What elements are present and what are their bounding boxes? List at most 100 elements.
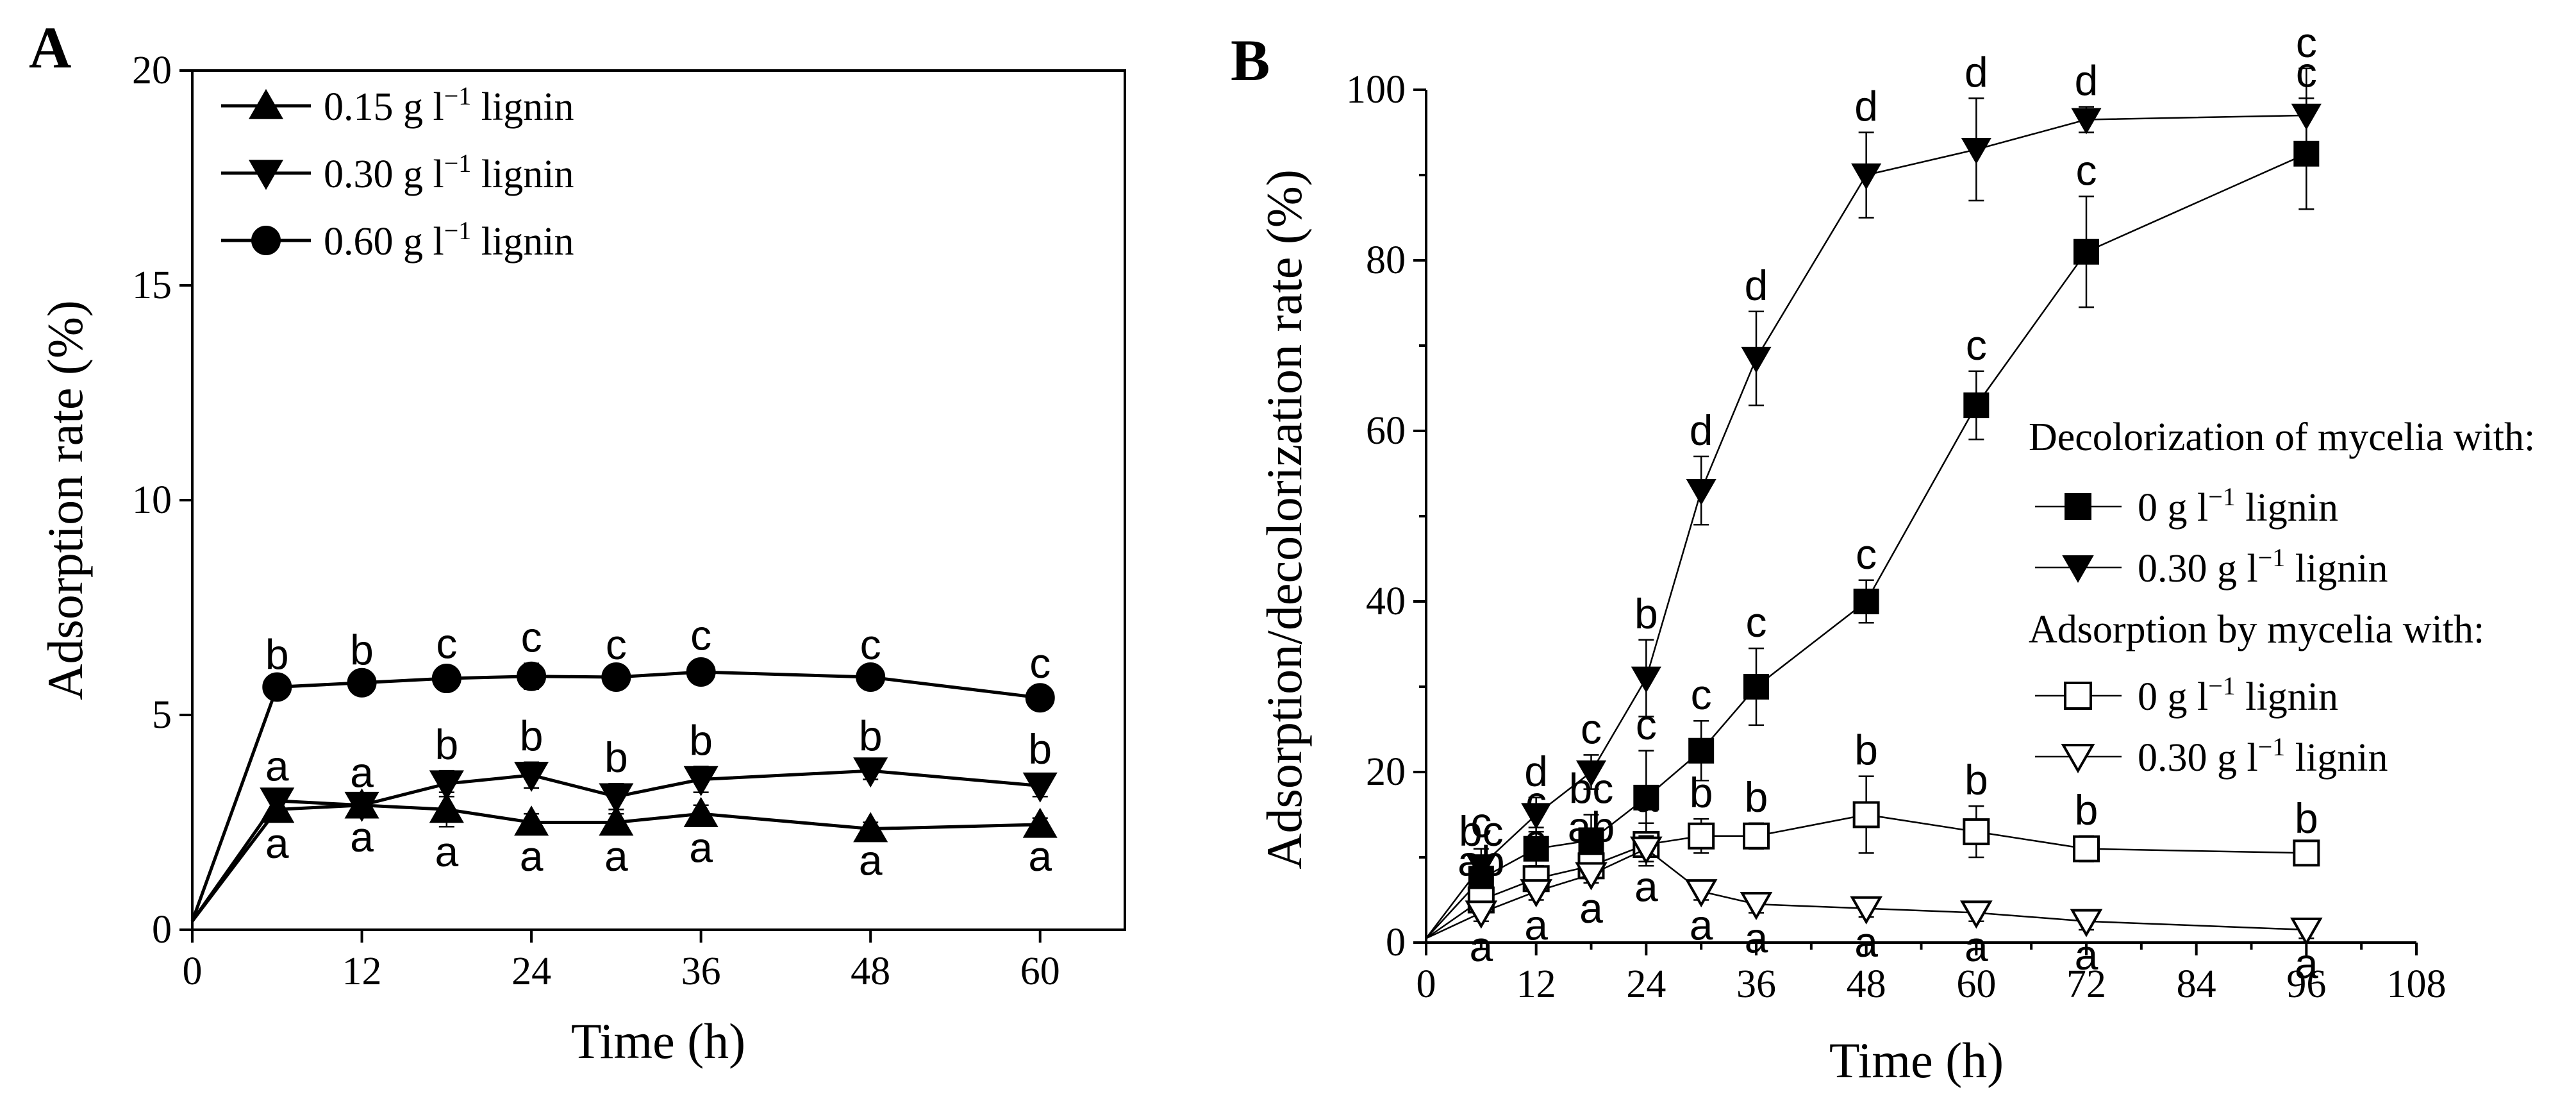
b-xtick-label: 0	[1417, 962, 1436, 1006]
legend-a-entry-2: 0.60 g l−1 lignin	[221, 216, 574, 264]
b-data-point	[1851, 163, 1882, 190]
legend-a-label-superscript: −1	[444, 81, 472, 110]
legend-a-label: 0.60 g l−1 lignin	[324, 216, 574, 264]
b-significance-letter: a	[1690, 902, 1713, 949]
a-data-point	[856, 662, 886, 693]
b-data-point	[1741, 346, 1772, 373]
panel-b-legend: Decolorization of mycelia with: 0 g l−1 l…	[2029, 416, 2535, 780]
a-significance-letter: a	[265, 743, 289, 790]
legend-a-label: 0.15 g l−1 lignin	[324, 81, 574, 129]
b-significance-letter: b	[2295, 794, 2318, 842]
b-data-point	[1575, 862, 1608, 891]
legend-a-entry-0: 0.15 g l−1 lignin	[221, 81, 574, 129]
a-data-point	[683, 796, 719, 827]
legend-a-label-superscript: −1	[444, 216, 472, 245]
b-significance-letter: a	[1965, 923, 1988, 970]
b-significance-letter: a	[1634, 863, 1658, 911]
a-significance-letter: a	[265, 819, 289, 867]
a-data-point	[853, 757, 888, 788]
b-data-point	[1961, 138, 1991, 165]
a-significance-letter: b	[265, 630, 289, 678]
b-data-point	[1850, 896, 1882, 925]
panel-a-ticks: 0 12 24 36 48 60 0 5 10 15 20	[132, 49, 1060, 993]
a-data-point	[517, 661, 547, 691]
b-significance-letter: c	[1856, 530, 1877, 578]
b-data-point	[2073, 835, 2100, 862]
a-significance-letter: a	[689, 824, 713, 871]
panel-a-plot: a a a a a a a aa ab b b b b bb b c c c c c c	[190, 611, 1058, 923]
a-data-point	[1025, 683, 1055, 713]
b-significance-letter: d	[1524, 748, 1548, 795]
panel-a-xlabel: Time (h)	[571, 1013, 745, 1069]
b-xtick-label: 48	[1847, 962, 1886, 1006]
b-significance-letter: d	[1745, 262, 1768, 309]
legend-b-label-suffix: lignin	[2236, 486, 2338, 530]
a-data-point	[853, 812, 888, 843]
a-significance-letter: b	[350, 626, 374, 674]
legend-b-label: 0 g l−1 lignin	[2138, 671, 2338, 719]
b-significance-letter: b	[2075, 786, 2098, 834]
b-significance-letter: c	[1581, 705, 1602, 752]
legend-a-marker	[248, 160, 284, 190]
legend-b-marker	[2061, 744, 2095, 774]
a-ytick-label: 20	[132, 49, 172, 92]
legend-a-marker	[248, 88, 284, 119]
legend-b-marker	[2062, 555, 2094, 584]
b-data-point	[1740, 892, 1773, 921]
a-data-point	[599, 783, 634, 814]
b-significance-letter: d	[1854, 83, 1878, 130]
a-data-point	[1022, 772, 1058, 803]
b-significance-letter: b	[1690, 769, 1713, 816]
b-data-point	[2291, 103, 2322, 130]
b-data-point	[1963, 818, 1990, 846]
legend-b-label-superscript: −1	[2208, 671, 2236, 700]
b-data-point	[1853, 589, 1879, 614]
a-significance-letter: a	[350, 749, 374, 796]
a-ytick-label: 15	[132, 264, 172, 307]
a-data-point	[1022, 807, 1058, 838]
a-series-1: a ab b b b b b	[190, 712, 1058, 923]
b-data-point	[1963, 392, 1990, 419]
b-xtick-label: 84	[2177, 962, 2216, 1006]
b-ytick-label: 20	[1366, 750, 1406, 794]
a-data-point	[599, 805, 634, 836]
legend-b-entry-2: 0 g l−1 lignin	[2035, 671, 2338, 719]
b-significance-letter: d	[1965, 48, 1988, 96]
b-significance-letter: a	[1524, 816, 1548, 863]
a-data-point	[431, 664, 461, 694]
legend-b-label: 0.30 g l−1 lignin	[2138, 732, 2388, 780]
a-data-point	[686, 657, 716, 687]
b-significance-letter: a	[2295, 939, 2318, 987]
a-xtick-label: 60	[1020, 950, 1060, 993]
legend-a-label-suffix: lignin	[471, 220, 574, 264]
b-data-point	[1960, 900, 1993, 929]
legend-b-label: 0.30 g l−1 lignin	[2138, 543, 2388, 591]
legend-b-entry-3: 0.30 g l−1 lignin	[2035, 732, 2388, 780]
b-significance-letter: c	[2296, 19, 2317, 66]
a-data-point	[429, 770, 464, 801]
b-significance-letter: b	[1745, 773, 1768, 821]
a-data-point	[514, 762, 549, 793]
legend-b-label-superscript: −1	[2258, 732, 2286, 761]
legend-a-entry-1: 0.30 g l−1 lignin	[221, 149, 574, 196]
b-data-point	[1686, 479, 1716, 506]
legend-b-marker	[2064, 682, 2092, 710]
panel-b-xlabel: Time (h)	[1829, 1032, 2004, 1088]
b-series-3: a a a aa a a a a a	[1425, 835, 2323, 987]
b-data-point	[1575, 760, 1607, 787]
b-data-point	[2070, 909, 2103, 937]
panel-b-plot: bccbcccccccccdcbdddddcabaababbbbbbaaaaaa…	[1425, 19, 2323, 987]
panel-b-ylabel: Adsorption/decolorization rate (%)	[1256, 169, 1312, 869]
a-significance-letter: b	[859, 712, 883, 760]
panel-b-ticks: 0 12 24 36 48 60 72 84 96 108 0 20 40 60 80 100	[1346, 68, 2447, 1006]
legend-b-label-suffix: lignin	[2285, 736, 2388, 780]
b-significance-letter: b	[1634, 590, 1658, 637]
b-significance-letter: c	[1966, 321, 1987, 369]
b-xtick-label: 96	[2286, 962, 2326, 1006]
b-significance-letter: c	[1746, 598, 1767, 646]
b-data-point	[1743, 822, 1770, 850]
b-data-point	[1630, 836, 1663, 865]
